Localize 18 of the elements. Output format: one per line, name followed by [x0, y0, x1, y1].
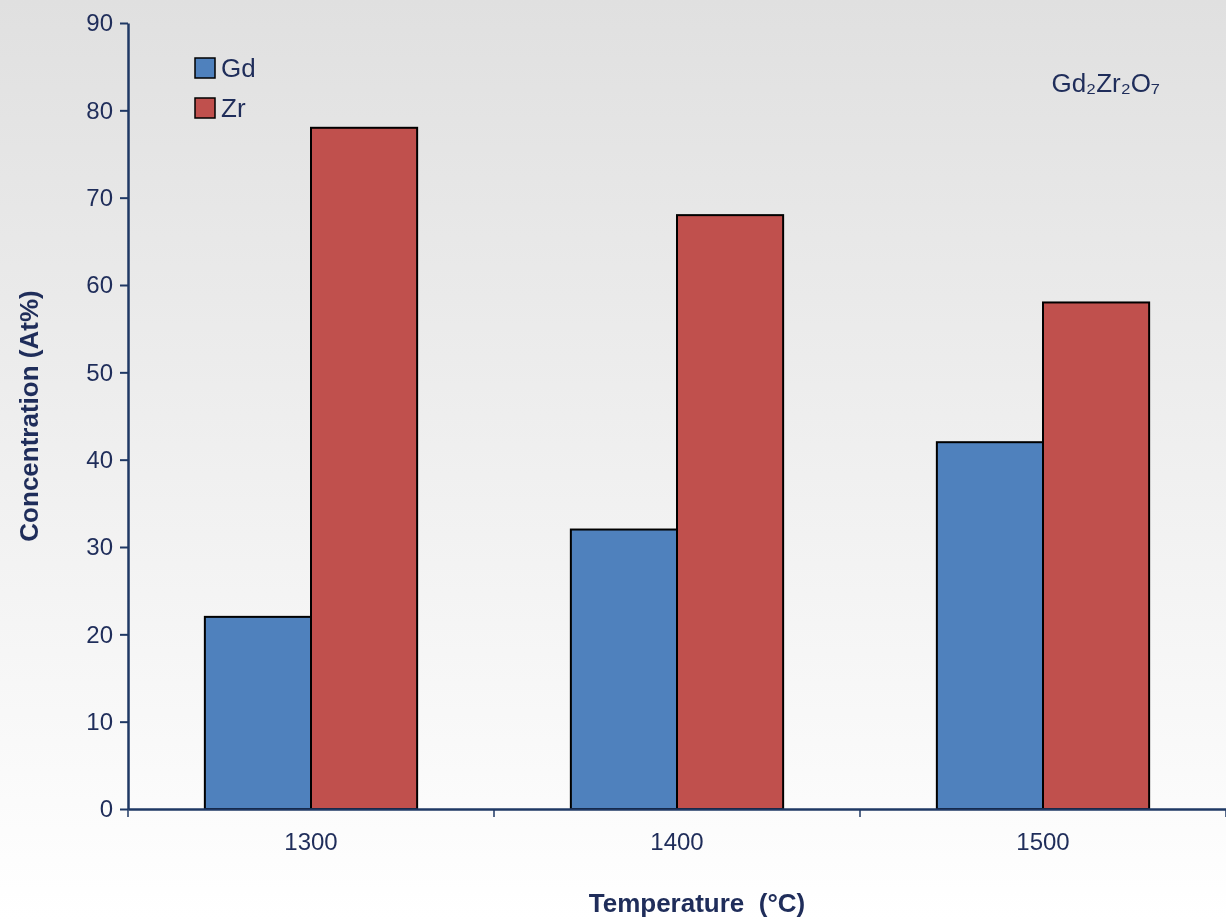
- y-tick-label: 40: [86, 445, 113, 473]
- y-tick-label: 60: [86, 271, 113, 299]
- legend-label: Zr: [221, 93, 246, 123]
- y-tick-label: 70: [86, 183, 113, 211]
- y-tick-label: 30: [86, 533, 113, 561]
- y-tick-label: 0: [99, 795, 113, 823]
- x-tick-label: 1500: [1016, 828, 1070, 855]
- y-tick-label: 50: [86, 358, 113, 386]
- y-tick-label: 20: [86, 620, 113, 648]
- y-tick-label: 90: [86, 9, 113, 37]
- x-axis-title: Temperature (°C): [588, 888, 806, 918]
- legend-label: Gd: [221, 53, 256, 83]
- y-axis-title: Concentration (At%): [14, 290, 44, 542]
- y-tick-label: 10: [86, 707, 113, 735]
- annotation: Gd₂Zr₂O₇: [1051, 68, 1161, 98]
- x-tick-label: 1400: [650, 828, 704, 855]
- y-tick-label: 80: [86, 96, 113, 124]
- x-tick-label: 1300: [284, 828, 338, 855]
